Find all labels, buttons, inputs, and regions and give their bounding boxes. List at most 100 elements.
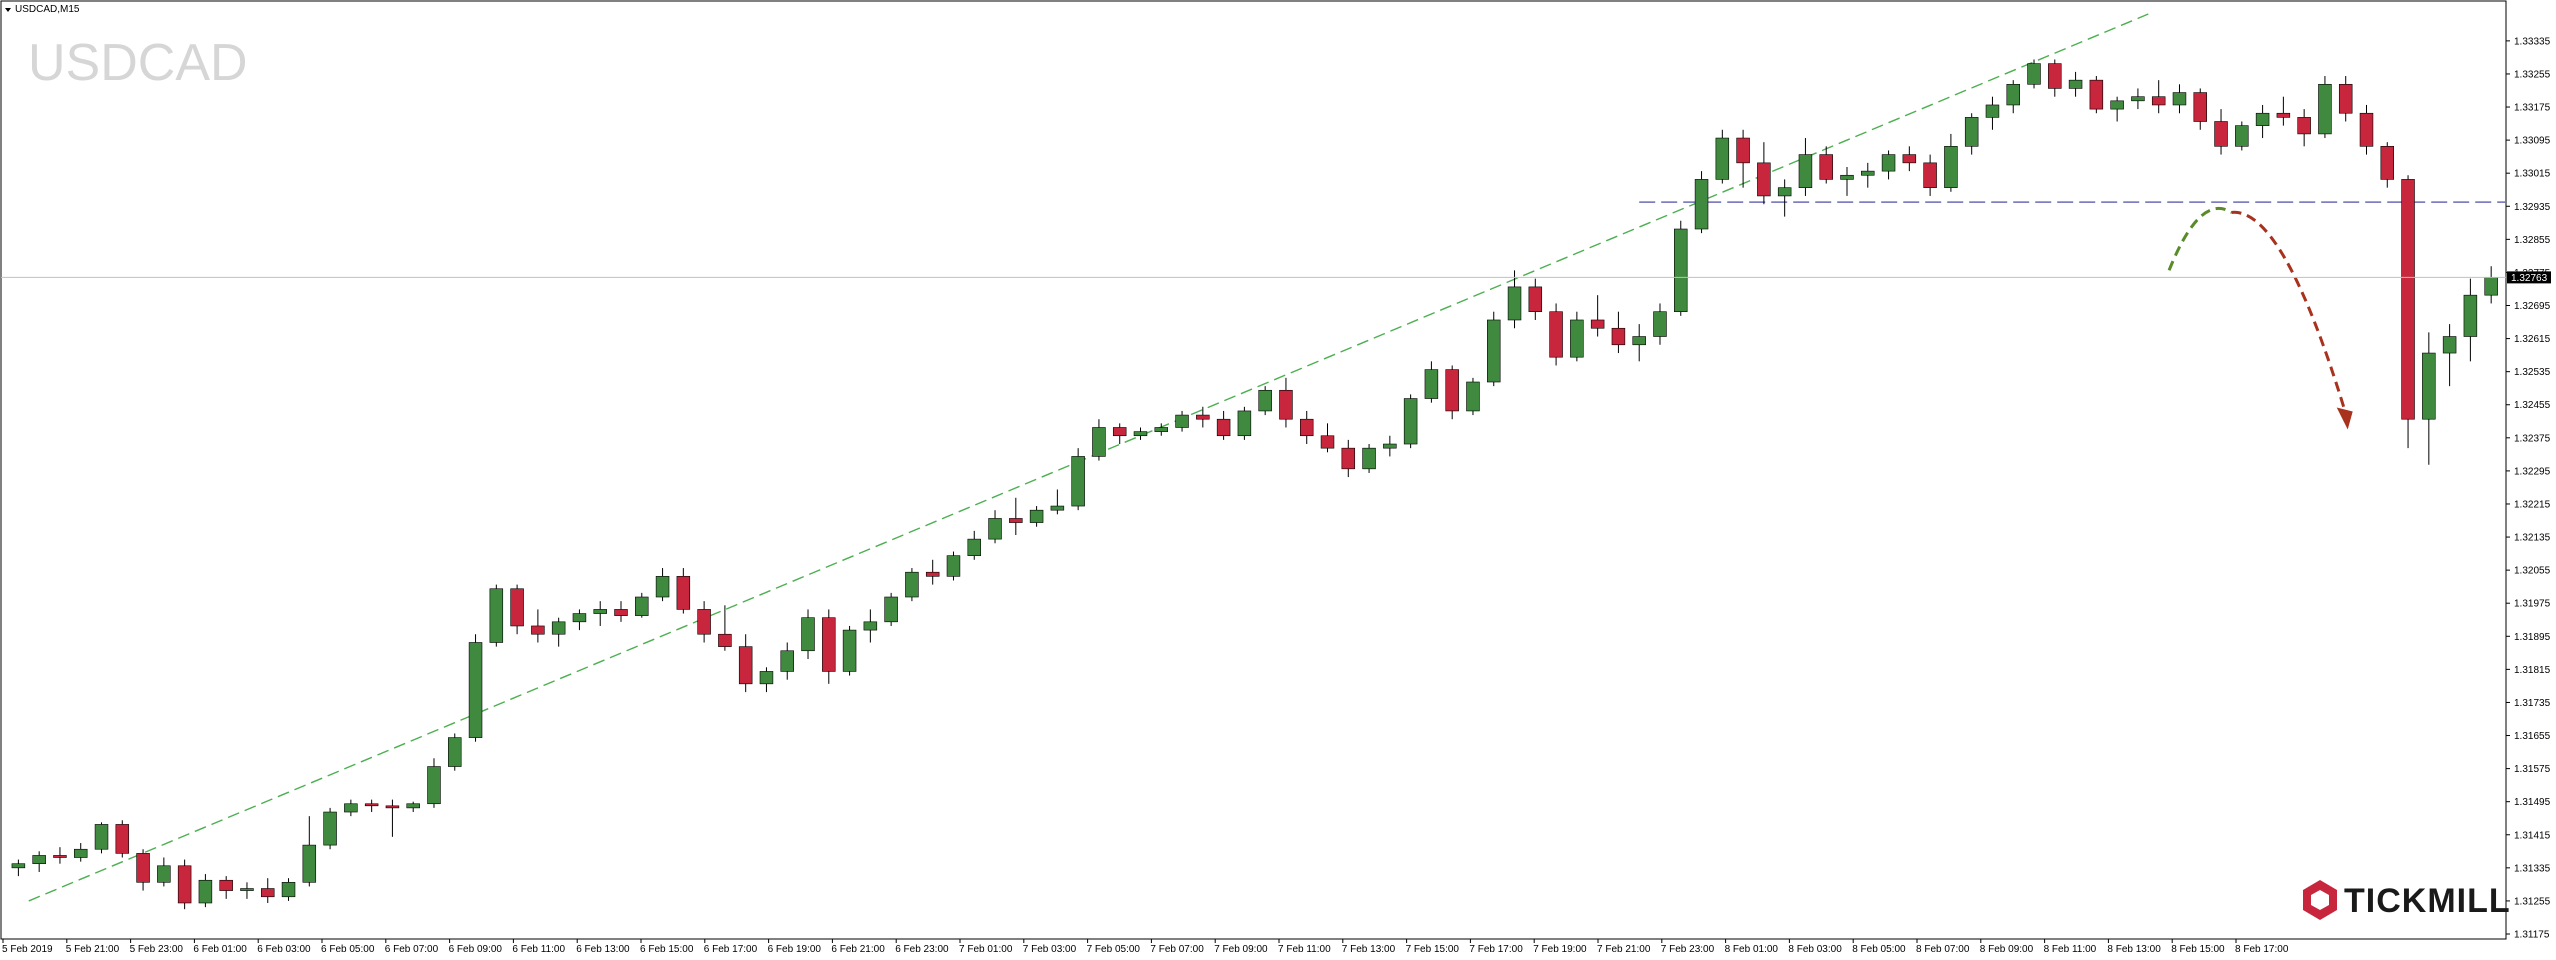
y-tick-label: 1.32215 — [2514, 499, 2551, 510]
candle — [1632, 324, 1646, 362]
candle — [572, 609, 587, 631]
y-tick-label: 1.31815 — [2514, 665, 2551, 676]
candle — [73, 843, 88, 862]
x-tick-label: 7 Feb 15:00 — [1406, 944, 1460, 955]
x-tick-label: 6 Feb 01:00 — [193, 944, 247, 955]
candle — [2463, 278, 2478, 362]
bear-candle-body — [1611, 327, 1626, 346]
bull-candle-body — [2318, 83, 2332, 135]
x-tick-label: 5 Feb 21:00 — [66, 944, 120, 955]
bear-candle-body — [718, 633, 732, 647]
projection-layer — [2167, 206, 2353, 430]
candle — [967, 530, 981, 560]
bear-candle-body — [2401, 179, 2415, 420]
candle — [884, 592, 898, 626]
x-tick-label: 7 Feb 17:00 — [1469, 944, 1523, 955]
bull-candle-body — [551, 621, 566, 635]
current-price-layer: 1.32763 — [1, 271, 2551, 284]
candle — [822, 609, 836, 684]
bear-candle-body — [738, 646, 753, 685]
x-tick-label: 8 Feb 11:00 — [2044, 944, 2097, 955]
x-tick-label: 7 Feb 05:00 — [1087, 944, 1141, 955]
bull-candle-body — [759, 671, 774, 685]
candle — [261, 878, 275, 903]
candle — [510, 584, 524, 635]
bear-candle-body — [1320, 435, 1335, 449]
bull-candle-body — [1777, 187, 1792, 197]
support-trendline[interactable] — [28, 13, 2149, 902]
y-tick-label: 1.33015 — [2514, 169, 2551, 180]
y-tick-label: 1.31575 — [2514, 764, 2551, 775]
candle — [1424, 361, 1439, 403]
arrow-down-icon — [2336, 407, 2353, 430]
x-tick-label: 6 Feb 15:00 — [640, 944, 694, 955]
bear-candle-body — [2193, 92, 2207, 122]
x-tick-label: 6 Feb 03:00 — [257, 944, 311, 955]
candle — [2318, 76, 2332, 139]
candle — [489, 584, 504, 647]
x-tick-label: 7 Feb 19:00 — [1533, 944, 1587, 955]
bull-candle-body — [1570, 319, 1584, 358]
candle — [1154, 423, 1169, 436]
bull-candle-body — [1881, 154, 1896, 172]
candle — [1112, 423, 1127, 445]
bull-candle-body — [2172, 92, 2187, 106]
x-tick-label: 8 Feb 03:00 — [1788, 944, 1842, 955]
bear-candle-body — [1528, 286, 1543, 313]
chevron-down-icon[interactable] — [5, 8, 11, 12]
candle — [801, 609, 815, 660]
candle — [988, 510, 1002, 544]
candle — [1175, 410, 1189, 432]
candle — [468, 634, 483, 742]
bull-candle-body — [1092, 427, 1106, 457]
candle — [738, 634, 753, 693]
candle — [2422, 332, 2436, 465]
bull-candle-body — [1071, 456, 1085, 507]
candle — [1902, 146, 1917, 172]
bear-candle-body — [1819, 154, 1833, 180]
x-tick-label: 5 Feb 23:00 — [130, 944, 184, 955]
x-tick-label: 6 Feb 13:00 — [576, 944, 630, 955]
bear-candle-body — [1445, 369, 1459, 412]
candle — [2380, 142, 2395, 188]
candle — [177, 859, 192, 910]
candle — [302, 816, 317, 887]
candle — [842, 625, 857, 676]
x-tick-label: 7 Feb 21:00 — [1597, 944, 1651, 955]
candle — [905, 568, 919, 602]
y-tick-label: 1.33095 — [2514, 136, 2551, 147]
candle — [1881, 150, 1896, 180]
bear-candle-body — [1923, 162, 1937, 188]
candle — [1549, 303, 1563, 366]
x-tick-label: 6 Feb 11:00 — [512, 944, 565, 955]
trendline-layer — [28, 13, 2149, 902]
bull-candle-body — [1403, 398, 1418, 445]
bull-candle-body — [905, 571, 919, 598]
y-tick-label: 1.32135 — [2514, 533, 2551, 544]
y-tick-label: 1.31415 — [2514, 830, 2551, 841]
y-tick-label: 1.31255 — [2514, 896, 2551, 907]
x-tick-label: 6 Feb 05:00 — [321, 944, 375, 955]
bear-candle-body — [261, 888, 275, 898]
y-tick-label: 1.31655 — [2514, 731, 2551, 742]
candles-layer — [11, 59, 2498, 910]
bear-candle-body — [822, 617, 836, 672]
candle — [448, 733, 462, 771]
candle — [406, 801, 420, 813]
bull-candle-body — [302, 844, 317, 883]
bull-candle-body — [1029, 509, 1044, 523]
bear-candle-body — [614, 609, 628, 616]
bull-candle-body — [1632, 336, 1646, 346]
candle — [2276, 96, 2291, 126]
bull-candle-body — [1258, 389, 1272, 412]
y-tick-label: 1.32295 — [2514, 466, 2551, 477]
candle — [2089, 76, 2104, 114]
bull-candle-body — [1466, 381, 1480, 412]
candle — [1674, 220, 1688, 316]
candle — [1923, 154, 1937, 196]
candle — [946, 551, 961, 581]
candle — [1362, 444, 1376, 473]
